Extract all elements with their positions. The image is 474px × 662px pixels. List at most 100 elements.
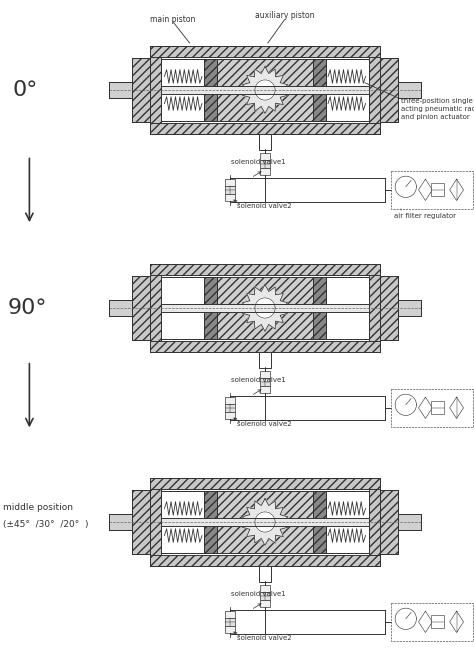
Bar	[150, 489, 162, 555]
Bar	[132, 58, 150, 122]
Bar	[109, 514, 132, 530]
Text: solenoid valve2: solenoid valve2	[237, 635, 292, 641]
Bar	[109, 82, 132, 98]
Bar	[399, 82, 421, 98]
Bar	[150, 264, 380, 352]
Bar	[162, 59, 217, 120]
Bar	[313, 277, 369, 339]
Bar	[150, 555, 380, 566]
Bar	[380, 276, 399, 340]
Text: solenoid valve1: solenoid valve1	[231, 377, 286, 383]
Polygon shape	[419, 179, 432, 201]
Bar	[260, 371, 270, 378]
Bar	[109, 300, 132, 316]
Bar	[399, 300, 421, 316]
Bar	[150, 264, 380, 352]
Bar	[150, 58, 162, 122]
Bar	[150, 478, 380, 489]
Bar	[132, 491, 150, 553]
Bar	[313, 277, 326, 339]
Bar	[225, 193, 235, 201]
Bar	[431, 183, 445, 197]
Bar	[313, 59, 369, 120]
Bar	[217, 491, 313, 553]
Bar	[162, 491, 217, 553]
Text: auxiliary piston: auxiliary piston	[255, 11, 314, 20]
Bar	[313, 59, 326, 120]
Bar	[225, 179, 235, 186]
Bar	[109, 82, 132, 98]
Bar	[399, 300, 421, 316]
Text: solenoid valve2: solenoid valve2	[237, 421, 292, 427]
Bar	[260, 585, 270, 592]
Polygon shape	[419, 611, 432, 632]
Bar	[150, 275, 162, 340]
Text: solenoid valve2: solenoid valve2	[237, 203, 292, 209]
Bar	[204, 59, 217, 120]
Bar	[150, 122, 380, 134]
Bar	[150, 478, 380, 566]
Bar	[225, 404, 235, 412]
Bar	[313, 491, 369, 553]
Bar	[399, 82, 421, 98]
Bar	[109, 514, 132, 530]
Bar	[162, 491, 217, 553]
Text: three-position single
acting pneumatic rack
and pinion actuator: three-position single acting pneumatic r…	[401, 98, 474, 120]
Bar	[313, 59, 369, 120]
Bar	[391, 389, 473, 427]
Bar	[204, 277, 217, 339]
Bar	[204, 491, 217, 553]
Bar	[399, 514, 421, 530]
Polygon shape	[255, 512, 275, 532]
Bar	[150, 478, 380, 566]
Bar	[391, 171, 473, 209]
Bar	[399, 514, 421, 530]
Bar	[391, 603, 473, 641]
Text: (±45°  /30°  /20°  ): (±45° /30° /20° )	[3, 520, 89, 528]
Polygon shape	[450, 611, 464, 632]
Bar	[260, 167, 270, 175]
Bar	[259, 352, 271, 368]
Bar	[225, 618, 235, 626]
Bar	[260, 592, 270, 600]
Bar	[380, 58, 399, 122]
Polygon shape	[255, 80, 275, 100]
Bar	[150, 340, 380, 352]
Polygon shape	[242, 67, 288, 113]
Bar	[132, 276, 150, 340]
Bar	[217, 59, 313, 120]
Bar	[204, 491, 217, 553]
Text: main piston: main piston	[150, 15, 196, 24]
Bar	[369, 489, 380, 555]
Polygon shape	[255, 298, 275, 318]
Bar	[150, 264, 380, 275]
Text: 0°: 0°	[13, 80, 38, 100]
Text: middle position: middle position	[3, 504, 73, 512]
Bar	[217, 277, 313, 339]
Text: solenoid valve1: solenoid valve1	[231, 591, 286, 597]
Polygon shape	[419, 397, 432, 418]
Bar	[162, 518, 369, 526]
Bar	[380, 491, 399, 553]
Bar	[225, 397, 235, 404]
Bar	[204, 59, 217, 120]
Polygon shape	[242, 285, 288, 332]
Bar	[369, 58, 380, 122]
Bar	[132, 276, 150, 340]
Bar	[204, 277, 217, 339]
Bar	[150, 46, 380, 134]
Bar	[313, 491, 326, 553]
Bar	[380, 58, 399, 122]
Polygon shape	[450, 397, 464, 418]
Bar	[431, 401, 445, 414]
Bar	[313, 277, 369, 339]
Bar	[313, 491, 369, 553]
Bar	[162, 304, 369, 312]
Bar	[225, 626, 235, 633]
Bar	[132, 491, 150, 553]
Bar	[259, 566, 271, 582]
Bar	[313, 491, 326, 553]
Bar	[260, 160, 270, 167]
Bar	[313, 277, 326, 339]
Bar	[150, 46, 380, 58]
